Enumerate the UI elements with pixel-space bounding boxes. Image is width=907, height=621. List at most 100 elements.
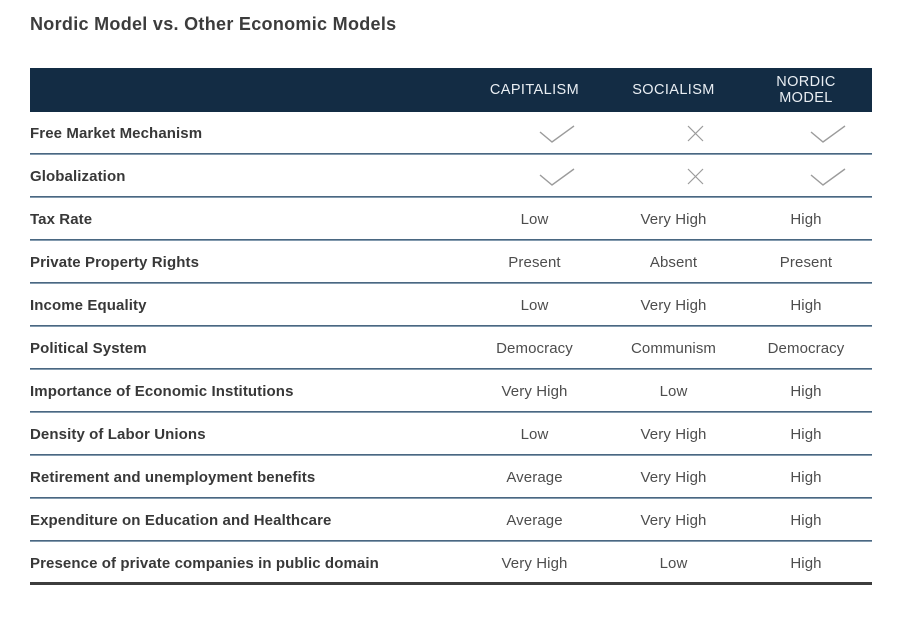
cell-value: Very High bbox=[640, 469, 707, 486]
value-cell-capitalism: Low bbox=[462, 284, 607, 327]
table-row: Globalization bbox=[30, 155, 872, 198]
cell-value: High bbox=[790, 512, 822, 529]
cell-value: Communism bbox=[630, 340, 717, 357]
header-nordic-model-label: NORDIC MODEL bbox=[776, 73, 836, 106]
value-cell-socialism: Very High bbox=[607, 456, 740, 499]
comparison-table: CAPITALISM SOCIALISM NORDIC MODEL Free M… bbox=[30, 68, 872, 585]
value-cell-socialism: Very High bbox=[607, 499, 740, 542]
value-cell-capitalism bbox=[462, 112, 607, 155]
cell-value: High bbox=[790, 211, 822, 228]
check-icon bbox=[538, 124, 576, 144]
row-label: Density of Labor Unions bbox=[30, 426, 206, 443]
cell-value: Very High bbox=[640, 297, 707, 314]
cell-value: Present bbox=[779, 254, 833, 271]
table-body: Free Market Mechanism Globalization Tax … bbox=[30, 112, 872, 585]
check-icon bbox=[538, 167, 576, 187]
table-row: Expenditure on Education and Healthcare … bbox=[30, 499, 872, 542]
value-cell-socialism: Very High bbox=[607, 284, 740, 327]
cell-value: Very High bbox=[640, 426, 707, 443]
check-icon bbox=[809, 124, 847, 144]
value-cell-nordic-model: High bbox=[740, 499, 872, 542]
row-label: Presence of private companies in public … bbox=[30, 555, 379, 572]
cell-value: Very High bbox=[501, 383, 568, 400]
cell-value: High bbox=[790, 555, 822, 572]
value-cell-nordic-model: High bbox=[740, 198, 872, 241]
table-row: Private Property Rights Present Absent P… bbox=[30, 241, 872, 284]
row-label: Globalization bbox=[30, 168, 126, 185]
value-cell-socialism: Communism bbox=[607, 327, 740, 370]
cell-value: Low bbox=[659, 383, 688, 400]
value-cell-socialism: Low bbox=[607, 542, 740, 585]
cell-value: Low bbox=[520, 211, 549, 228]
cell-value: Low bbox=[659, 555, 688, 572]
cell-value: Democracy bbox=[767, 340, 845, 357]
value-cell-socialism: Absent bbox=[607, 241, 740, 284]
row-label: Retirement and unemployment benefits bbox=[30, 469, 316, 486]
value-cell-nordic-model: Democracy bbox=[740, 327, 872, 370]
table-header-row: CAPITALISM SOCIALISM NORDIC MODEL bbox=[30, 68, 872, 112]
value-cell-capitalism: Average bbox=[462, 499, 607, 542]
table-row: Density of Labor Unions Low Very High Hi… bbox=[30, 413, 872, 456]
cell-value: Present bbox=[508, 254, 561, 271]
value-cell-capitalism: Present bbox=[462, 241, 607, 284]
table-row: Political System Democracy Communism Dem… bbox=[30, 327, 872, 370]
table-row: Retirement and unemployment benefits Ave… bbox=[30, 456, 872, 499]
header-capitalism: CAPITALISM bbox=[462, 68, 607, 112]
header-capitalism-label: CAPITALISM bbox=[489, 81, 580, 98]
header-empty-cell bbox=[30, 68, 462, 112]
cell-value: Average bbox=[506, 512, 563, 529]
cell-value: High bbox=[790, 469, 822, 486]
row-label: Political System bbox=[30, 340, 147, 357]
table-row: Presence of private companies in public … bbox=[30, 542, 872, 585]
cell-value: Democracy bbox=[496, 340, 573, 357]
value-cell-nordic-model: Present bbox=[740, 241, 872, 284]
header-nordic-model: NORDIC MODEL bbox=[740, 68, 872, 112]
cell-value: High bbox=[790, 383, 822, 400]
value-cell-socialism: Very High bbox=[607, 413, 740, 456]
value-cell-nordic-model bbox=[740, 155, 872, 198]
value-cell-nordic-model: High bbox=[740, 413, 872, 456]
cell-value: Average bbox=[506, 469, 563, 486]
table-row: Tax Rate Low Very High High bbox=[30, 198, 872, 241]
value-cell-nordic-model: High bbox=[740, 456, 872, 499]
row-label: Expenditure on Education and Healthcare bbox=[30, 512, 332, 529]
header-socialism-label: SOCIALISM bbox=[632, 81, 715, 98]
cross-icon bbox=[686, 124, 705, 143]
value-cell-capitalism: Low bbox=[462, 413, 607, 456]
row-label: Private Property Rights bbox=[30, 254, 200, 271]
cell-value: Absent bbox=[649, 254, 698, 271]
row-label: Free Market Mechanism bbox=[30, 125, 203, 142]
value-cell-nordic-model: High bbox=[740, 542, 872, 585]
cell-value: Very High bbox=[640, 211, 707, 228]
row-label: Tax Rate bbox=[30, 211, 93, 228]
row-label: Income Equality bbox=[30, 297, 147, 314]
cell-value: High bbox=[790, 426, 822, 443]
table-row: Free Market Mechanism bbox=[30, 112, 872, 155]
value-cell-socialism bbox=[607, 155, 740, 198]
cell-value: High bbox=[790, 297, 822, 314]
check-icon bbox=[809, 167, 847, 187]
cell-value: Very High bbox=[501, 555, 568, 572]
value-cell-socialism bbox=[607, 112, 740, 155]
value-cell-capitalism bbox=[462, 155, 607, 198]
cell-value: Low bbox=[520, 426, 549, 443]
cross-icon bbox=[686, 167, 705, 186]
value-cell-capitalism: Democracy bbox=[462, 327, 607, 370]
table-row: Importance of Economic Institutions Very… bbox=[30, 370, 872, 413]
value-cell-nordic-model: High bbox=[740, 370, 872, 413]
header-socialism: SOCIALISM bbox=[607, 68, 740, 112]
value-cell-nordic-model bbox=[740, 112, 872, 155]
value-cell-socialism: Low bbox=[607, 370, 740, 413]
row-label: Importance of Economic Institutions bbox=[30, 383, 294, 400]
value-cell-nordic-model: High bbox=[740, 284, 872, 327]
value-cell-socialism: Very High bbox=[607, 198, 740, 241]
value-cell-capitalism: Very High bbox=[462, 542, 607, 585]
page-title: Nordic Model vs. Other Economic Models bbox=[30, 14, 397, 34]
cell-value: Very High bbox=[640, 512, 707, 529]
value-cell-capitalism: Very High bbox=[462, 370, 607, 413]
table-row: Income Equality Low Very High High bbox=[30, 284, 872, 327]
value-cell-capitalism: Low bbox=[462, 198, 607, 241]
value-cell-capitalism: Average bbox=[462, 456, 607, 499]
cell-value: Low bbox=[520, 297, 549, 314]
